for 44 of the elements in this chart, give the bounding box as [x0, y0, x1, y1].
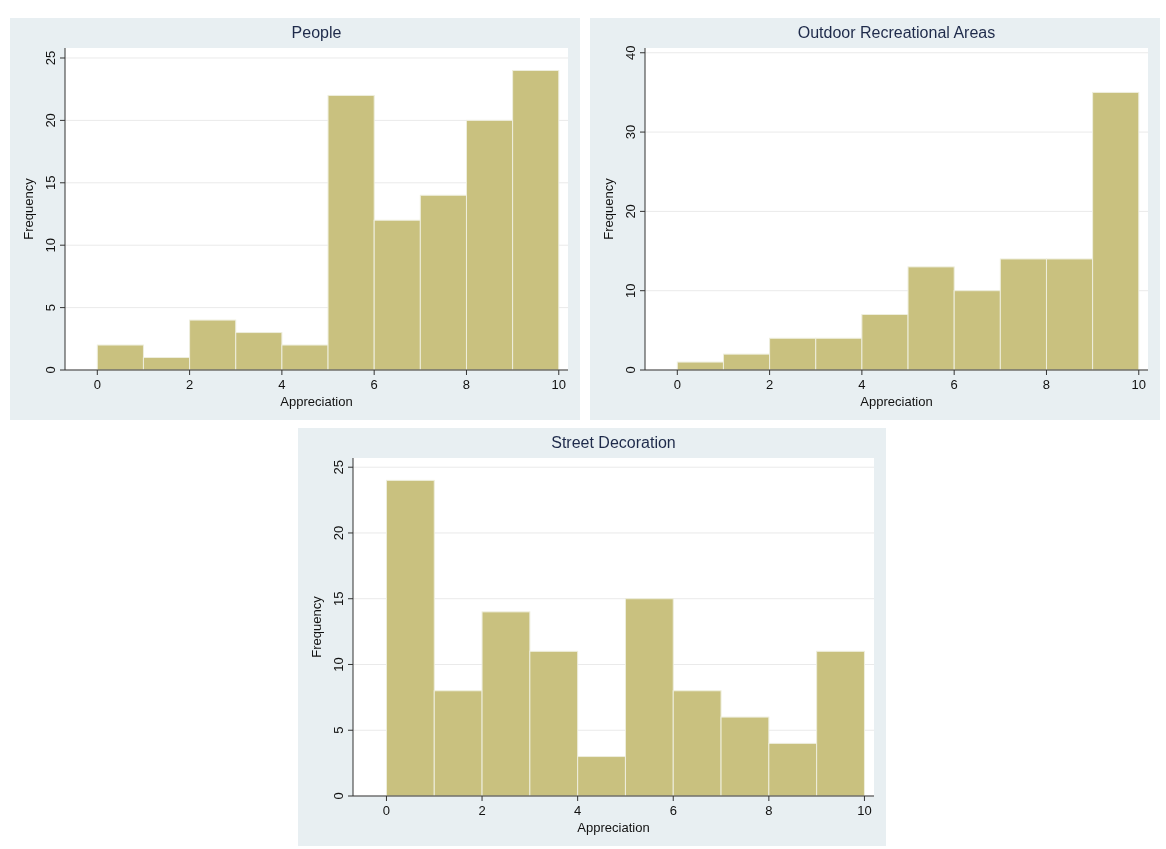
- x-tick-label: 10: [551, 377, 567, 392]
- y-tick-label: 20: [43, 113, 58, 128]
- chart-title: Street Decoration: [551, 434, 676, 451]
- x-tick-label: 8: [462, 377, 471, 392]
- x-tick-label: 4: [574, 803, 582, 818]
- x-tick-label: 10: [857, 803, 872, 818]
- x-tick-label: 10: [1131, 377, 1147, 392]
- chart-title: People: [291, 24, 342, 41]
- y-axis-title: Frequency: [21, 177, 36, 240]
- x-tick-label: 0: [673, 377, 681, 392]
- y-tick-label: 0: [331, 792, 346, 800]
- y-tick-label: 5: [43, 303, 58, 312]
- y-tick-label: 15: [331, 591, 346, 606]
- x-axis-title: Appreciation: [577, 820, 650, 835]
- y-axis-title: Frequency: [601, 177, 616, 240]
- y-tick-label: 30: [623, 124, 638, 140]
- y-tick-label: 20: [623, 204, 638, 219]
- y-tick-label: 5: [331, 726, 346, 734]
- y-tick-label: 15: [43, 175, 58, 191]
- x-tick-label: 8: [765, 803, 773, 818]
- y-tick-label: 0: [43, 366, 58, 374]
- x-axis-title: Appreciation: [860, 394, 933, 409]
- y-tick-label: 0: [623, 366, 638, 374]
- y-tick-label: 10: [331, 657, 346, 672]
- x-tick-label: 6: [950, 377, 958, 392]
- x-tick-label: 2: [185, 377, 194, 392]
- x-tick-label: 4: [278, 377, 286, 392]
- x-tick-label: 0: [382, 803, 391, 818]
- y-tick-label: 10: [43, 237, 58, 253]
- y-tick-label: 25: [331, 459, 346, 475]
- chart-title: Outdoor Recreational Areas: [797, 24, 996, 41]
- x-tick-label: 6: [669, 803, 677, 818]
- x-axis-title: Appreciation: [280, 394, 353, 409]
- x-tick-label: 6: [370, 377, 378, 392]
- y-tick-label: 40: [623, 45, 638, 60]
- x-tick-label: 0: [93, 377, 101, 392]
- y-tick-label: 20: [331, 525, 346, 541]
- x-tick-label: 2: [478, 803, 486, 818]
- x-tick-label: 8: [1042, 377, 1051, 392]
- y-tick-label: 25: [43, 50, 58, 66]
- x-tick-label: 2: [765, 377, 774, 392]
- y-tick-label: 10: [623, 283, 638, 298]
- y-axis-title: Frequency: [309, 595, 324, 658]
- x-tick-label: 4: [858, 377, 866, 392]
